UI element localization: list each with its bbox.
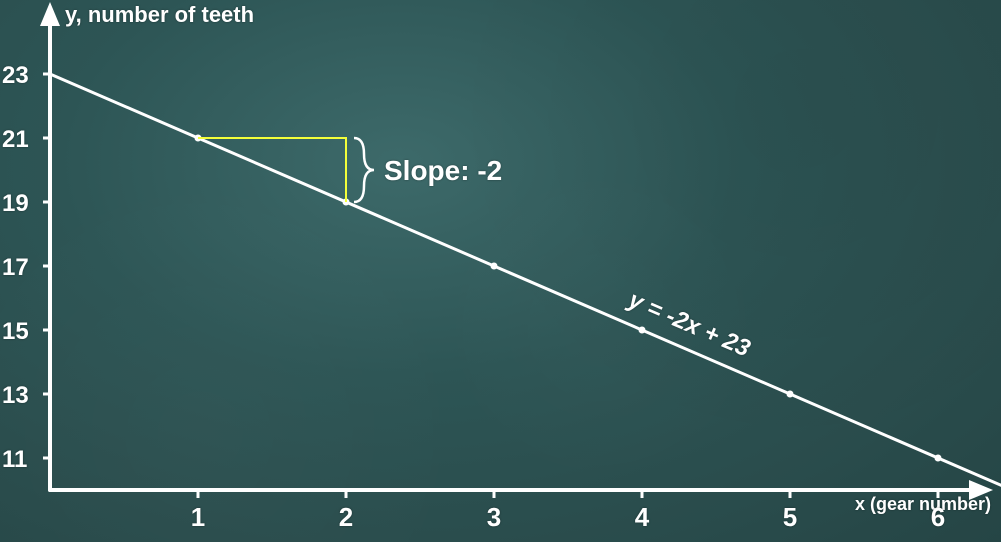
x-axis-label: x (gear number) — [855, 494, 991, 514]
y-tick-label: 11 — [2, 446, 27, 473]
x-ticks: 1 2 3 4 5 6 — [191, 489, 945, 532]
data-point — [639, 327, 646, 334]
y-tick-label: 13 — [2, 382, 29, 409]
slope-label: Slope: -2 — [384, 155, 502, 186]
data-point — [491, 263, 498, 270]
slope-brace — [354, 138, 374, 202]
y-tick-label: 17 — [2, 254, 29, 281]
y-axis-arrow — [40, 2, 60, 26]
x-tick-label: 5 — [783, 502, 797, 532]
data-point — [935, 455, 942, 462]
y-ticks: 11 13 15 17 19 21 23 — [2, 62, 51, 473]
linear-equation-chart: y, number of teeth x (gear number) 11131… — [0, 0, 1001, 542]
x-tick-label: 4 — [635, 502, 650, 532]
y-tick-label: 23 — [2, 62, 29, 89]
y-tick-label: 19 — [2, 190, 29, 217]
y-axis-label: y, number of teeth — [65, 2, 254, 27]
x-tick-label: 3 — [487, 502, 501, 532]
y-tick-label: 15 — [2, 318, 29, 345]
x-tick-label: 1 — [191, 502, 205, 532]
x-tick-label: 2 — [339, 502, 353, 532]
x-tick-label: 6 — [931, 502, 945, 532]
regression-line — [50, 74, 1001, 490]
y-tick-label: 21 — [2, 126, 29, 153]
data-point — [787, 391, 794, 398]
